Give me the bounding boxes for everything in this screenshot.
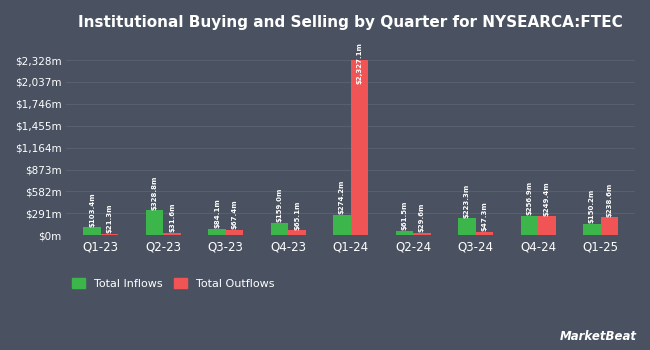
Bar: [521, 216, 538, 235]
Bar: [413, 233, 431, 235]
Text: $159.0m: $159.0m: [276, 188, 283, 223]
Bar: [476, 232, 493, 235]
Bar: [538, 216, 556, 235]
Bar: [583, 224, 601, 235]
Bar: [226, 230, 243, 235]
Bar: [163, 233, 181, 235]
Bar: [83, 228, 101, 235]
Bar: [271, 223, 288, 235]
Text: $223.3m: $223.3m: [464, 183, 470, 218]
Text: $274.2m: $274.2m: [339, 180, 345, 214]
Text: $29.6m: $29.6m: [419, 203, 425, 232]
Legend: Total Inflows, Total Outflows: Total Inflows, Total Outflows: [72, 278, 275, 289]
Text: $47.3m: $47.3m: [482, 201, 488, 231]
Text: $238.6m: $238.6m: [606, 182, 612, 217]
Bar: [333, 215, 351, 235]
Text: $21.3m: $21.3m: [107, 203, 112, 233]
Text: MarketBeat: MarketBeat: [560, 330, 637, 343]
Title: Institutional Buying and Selling by Quarter for NYSEARCA:FTEC: Institutional Buying and Selling by Quar…: [79, 15, 623, 30]
Text: $103.4m: $103.4m: [89, 192, 95, 227]
Text: $249.4m: $249.4m: [544, 181, 550, 216]
Text: $256.9m: $256.9m: [526, 181, 532, 215]
Bar: [458, 218, 476, 235]
Bar: [396, 231, 413, 235]
Bar: [351, 60, 369, 235]
Bar: [146, 210, 163, 235]
Text: $84.1m: $84.1m: [214, 198, 220, 228]
Text: $2,327.1m: $2,327.1m: [356, 42, 363, 84]
Bar: [601, 217, 618, 235]
Bar: [101, 233, 118, 235]
Bar: [288, 230, 305, 235]
Text: $67.4m: $67.4m: [231, 200, 237, 229]
Text: $31.6m: $31.6m: [169, 203, 175, 232]
Text: $61.5m: $61.5m: [402, 201, 408, 230]
Text: $328.8m: $328.8m: [151, 175, 157, 210]
Bar: [208, 229, 226, 235]
Text: $65.1m: $65.1m: [294, 200, 300, 230]
Text: $150.2m: $150.2m: [589, 189, 595, 223]
